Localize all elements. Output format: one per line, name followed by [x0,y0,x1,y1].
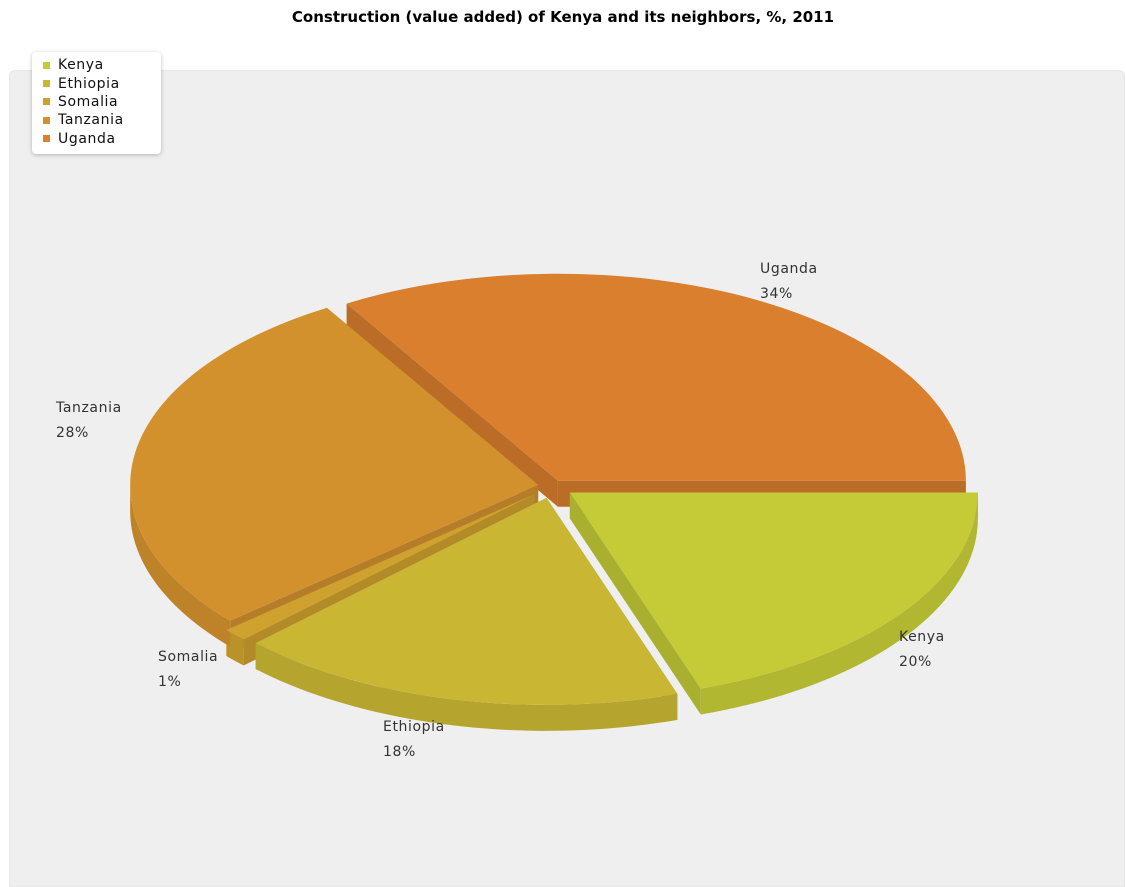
slice-somalia[interactable] [226,494,535,640]
slice-label-kenya: Kenya [899,629,945,645]
slice-value-ethiopia: 18% [383,744,416,760]
legend-item-tanzania[interactable]: Tanzania [32,111,161,129]
legend-swatch-uganda [43,135,50,143]
slice-wall-kenya-1 [569,492,701,715]
slice-side-tanzania [130,484,231,647]
slice-side-ethiopia [255,643,678,731]
slice-wall-uganda-0 [346,303,558,507]
legend-swatch-somalia [43,98,50,106]
legend-swatch-kenya [43,61,50,69]
slice-side-somalia [226,630,244,666]
slice-label-ethiopia: Ethiopia [383,719,445,735]
legend: Kenya Ethiopia Somalia Tanzania Uganda [32,52,161,154]
slice-label-tanzania: Tanzania [55,400,122,416]
slice-value-uganda: 34% [760,286,793,302]
legend-swatch-tanzania [43,116,50,124]
slice-labels: Kenya 20% Ethiopia 18% Somalia 1% Tanzania 28% U… [55,261,945,760]
slice-tanzania[interactable] [130,307,539,621]
legend-label-tanzania: Tanzania [58,112,124,129]
legend-label-ethiopia: Ethiopia [58,75,120,92]
legend-label-kenya: Kenya [58,57,104,74]
legend-item-ethiopia[interactable]: Ethiopia [32,74,161,92]
chart-title: Construction (value added) of Kenya and … [291,8,835,26]
slice-value-kenya: 20% [899,654,932,670]
legend-label-uganda: Uganda [58,130,116,147]
slice-ethiopia[interactable] [255,497,678,705]
slice-uganda[interactable] [346,273,966,481]
slice-label-uganda: Uganda [760,261,818,277]
slice-value-tanzania: 28% [56,425,89,441]
legend-item-somalia[interactable]: Somalia [32,93,161,111]
legend-item-kenya[interactable]: Kenya [32,56,161,74]
legend-item-uganda[interactable]: Uganda [32,130,161,148]
slice-kenya[interactable] [569,492,978,689]
slice-side-kenya [700,492,978,715]
slice-value-somalia: 1% [158,674,181,690]
legend-swatch-ethiopia [43,80,50,88]
pie-tops [130,273,978,705]
slice-label-somalia: Somalia [158,649,218,665]
legend-label-somalia: Somalia [58,93,119,110]
